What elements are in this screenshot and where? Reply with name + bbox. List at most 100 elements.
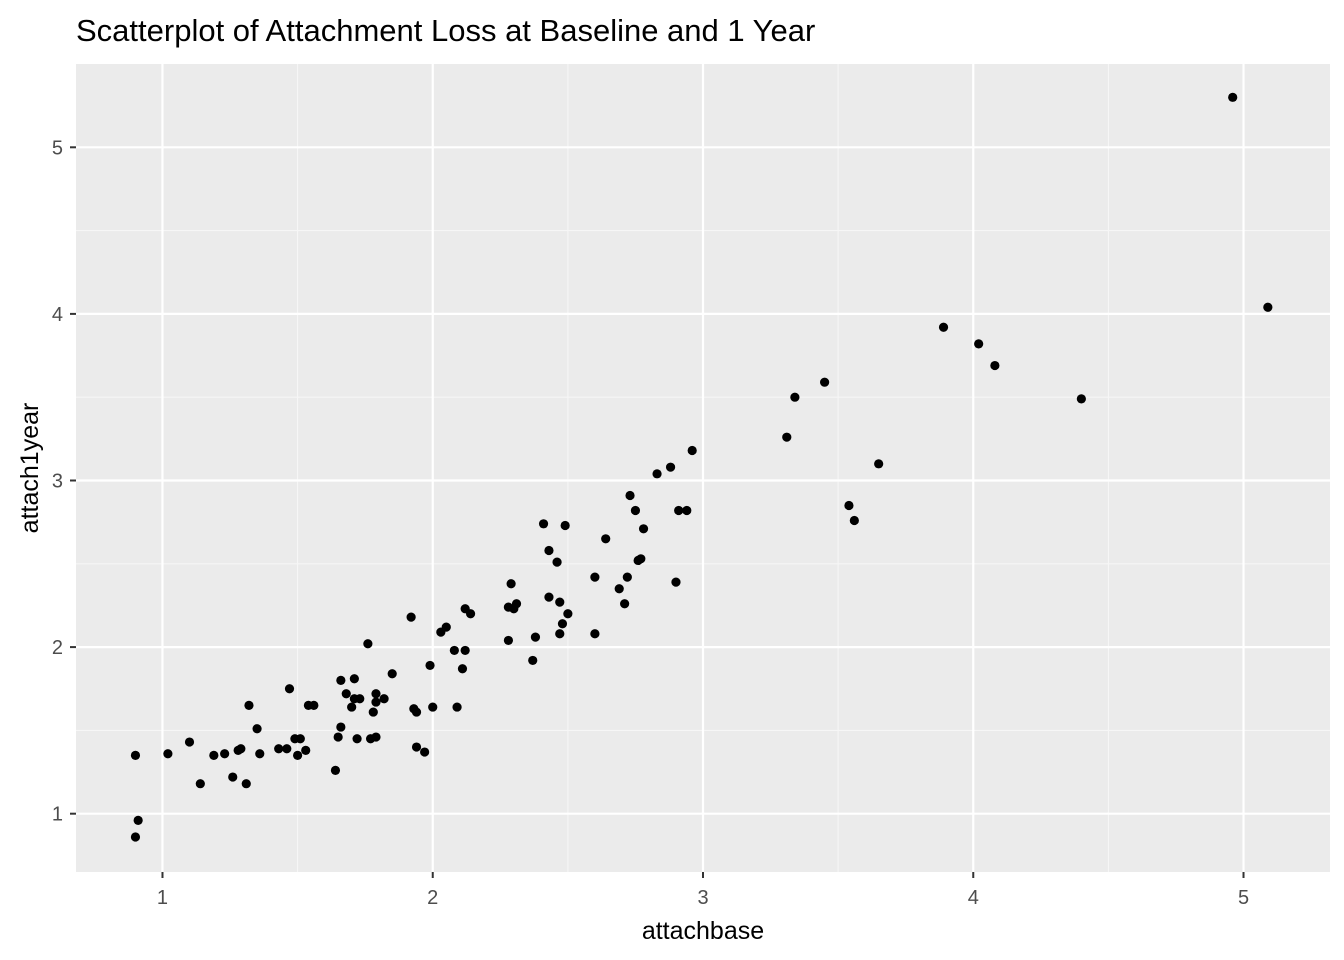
data-point bbox=[552, 557, 562, 567]
data-point bbox=[620, 599, 630, 609]
data-point bbox=[1228, 92, 1238, 102]
data-point bbox=[974, 339, 984, 349]
data-point bbox=[528, 655, 538, 666]
x-tick-label: 5 bbox=[1238, 887, 1249, 909]
data-point bbox=[530, 632, 541, 642]
data-point bbox=[133, 815, 143, 825]
data-point bbox=[236, 744, 246, 754]
data-point bbox=[255, 749, 265, 759]
data-point bbox=[241, 779, 251, 789]
y-tick-label: 3 bbox=[52, 470, 63, 492]
data-point bbox=[420, 747, 430, 757]
data-point bbox=[625, 490, 635, 501]
data-point bbox=[638, 524, 649, 534]
data-point bbox=[460, 645, 470, 656]
data-point bbox=[244, 700, 254, 711]
y-tick-label: 1 bbox=[52, 804, 63, 826]
data-point bbox=[209, 750, 219, 760]
data-point bbox=[790, 392, 800, 402]
data-point bbox=[511, 599, 522, 609]
data-point bbox=[295, 734, 305, 744]
data-point bbox=[301, 745, 311, 755]
data-point bbox=[130, 750, 141, 760]
data-point bbox=[687, 445, 697, 456]
data-point bbox=[293, 750, 303, 760]
data-point bbox=[195, 779, 205, 789]
data-point bbox=[671, 577, 681, 587]
data-point bbox=[387, 669, 397, 679]
data-point bbox=[557, 619, 568, 629]
data-point bbox=[371, 732, 381, 742]
y-tick-label: 2 bbox=[52, 637, 63, 659]
data-point bbox=[163, 749, 173, 759]
chart-title: Scatterplot of Attachment Loss at Baseli… bbox=[76, 13, 815, 48]
data-point bbox=[849, 515, 859, 526]
data-point bbox=[503, 635, 514, 646]
y-axis-title: attach1year bbox=[16, 403, 44, 534]
data-point bbox=[282, 744, 292, 754]
data-point bbox=[330, 765, 341, 775]
data-point bbox=[874, 459, 884, 469]
data-point bbox=[457, 664, 468, 674]
data-point bbox=[844, 500, 854, 511]
x-tick-label: 4 bbox=[968, 887, 979, 909]
data-point bbox=[347, 702, 357, 712]
data-point bbox=[333, 732, 343, 742]
data-point bbox=[601, 534, 611, 544]
data-point bbox=[614, 584, 624, 594]
data-point bbox=[782, 432, 792, 442]
data-point bbox=[284, 684, 295, 694]
data-point bbox=[544, 592, 554, 602]
data-point bbox=[555, 597, 565, 607]
data-point bbox=[636, 554, 646, 564]
data-point bbox=[379, 694, 389, 704]
data-point bbox=[506, 579, 516, 589]
x-tick-label: 1 bbox=[157, 887, 168, 909]
data-point bbox=[938, 322, 949, 332]
data-points bbox=[130, 92, 1273, 842]
data-point bbox=[336, 722, 346, 732]
data-point bbox=[563, 609, 573, 619]
y-axis: 1 2 3 4 5 bbox=[52, 137, 76, 826]
data-point bbox=[465, 609, 476, 619]
x-tick-label: 3 bbox=[697, 887, 708, 909]
data-point bbox=[274, 744, 284, 754]
data-point bbox=[590, 629, 600, 639]
data-point bbox=[349, 674, 359, 684]
data-point bbox=[355, 694, 365, 704]
data-point bbox=[555, 629, 565, 639]
data-point bbox=[544, 545, 554, 556]
data-point bbox=[665, 462, 676, 472]
data-point bbox=[560, 520, 570, 531]
data-point bbox=[184, 737, 195, 747]
x-axis: 1 2 3 4 5 bbox=[157, 872, 1249, 909]
data-point bbox=[252, 724, 262, 734]
data-point bbox=[309, 700, 319, 711]
data-point bbox=[352, 734, 362, 744]
x-tick-label: 2 bbox=[427, 887, 438, 909]
data-point bbox=[682, 505, 692, 516]
data-point bbox=[1076, 394, 1086, 404]
data-point bbox=[590, 572, 600, 582]
data-point bbox=[441, 622, 451, 632]
data-point bbox=[341, 689, 351, 699]
y-tick-label: 4 bbox=[52, 304, 63, 326]
data-point bbox=[228, 772, 238, 782]
data-point bbox=[368, 707, 378, 717]
major-gridlines bbox=[76, 64, 1330, 872]
data-point bbox=[990, 360, 1000, 371]
data-point bbox=[652, 469, 662, 479]
data-point bbox=[371, 697, 381, 707]
data-point bbox=[130, 832, 141, 842]
data-point bbox=[220, 749, 230, 759]
data-point bbox=[538, 519, 549, 529]
y-tick-label: 5 bbox=[52, 137, 63, 159]
data-point bbox=[425, 660, 435, 671]
x-axis-title: attachbase bbox=[642, 917, 764, 945]
data-point bbox=[428, 702, 438, 712]
data-point bbox=[674, 505, 684, 516]
data-point bbox=[411, 742, 422, 752]
data-point bbox=[452, 702, 462, 712]
data-point bbox=[622, 572, 632, 582]
